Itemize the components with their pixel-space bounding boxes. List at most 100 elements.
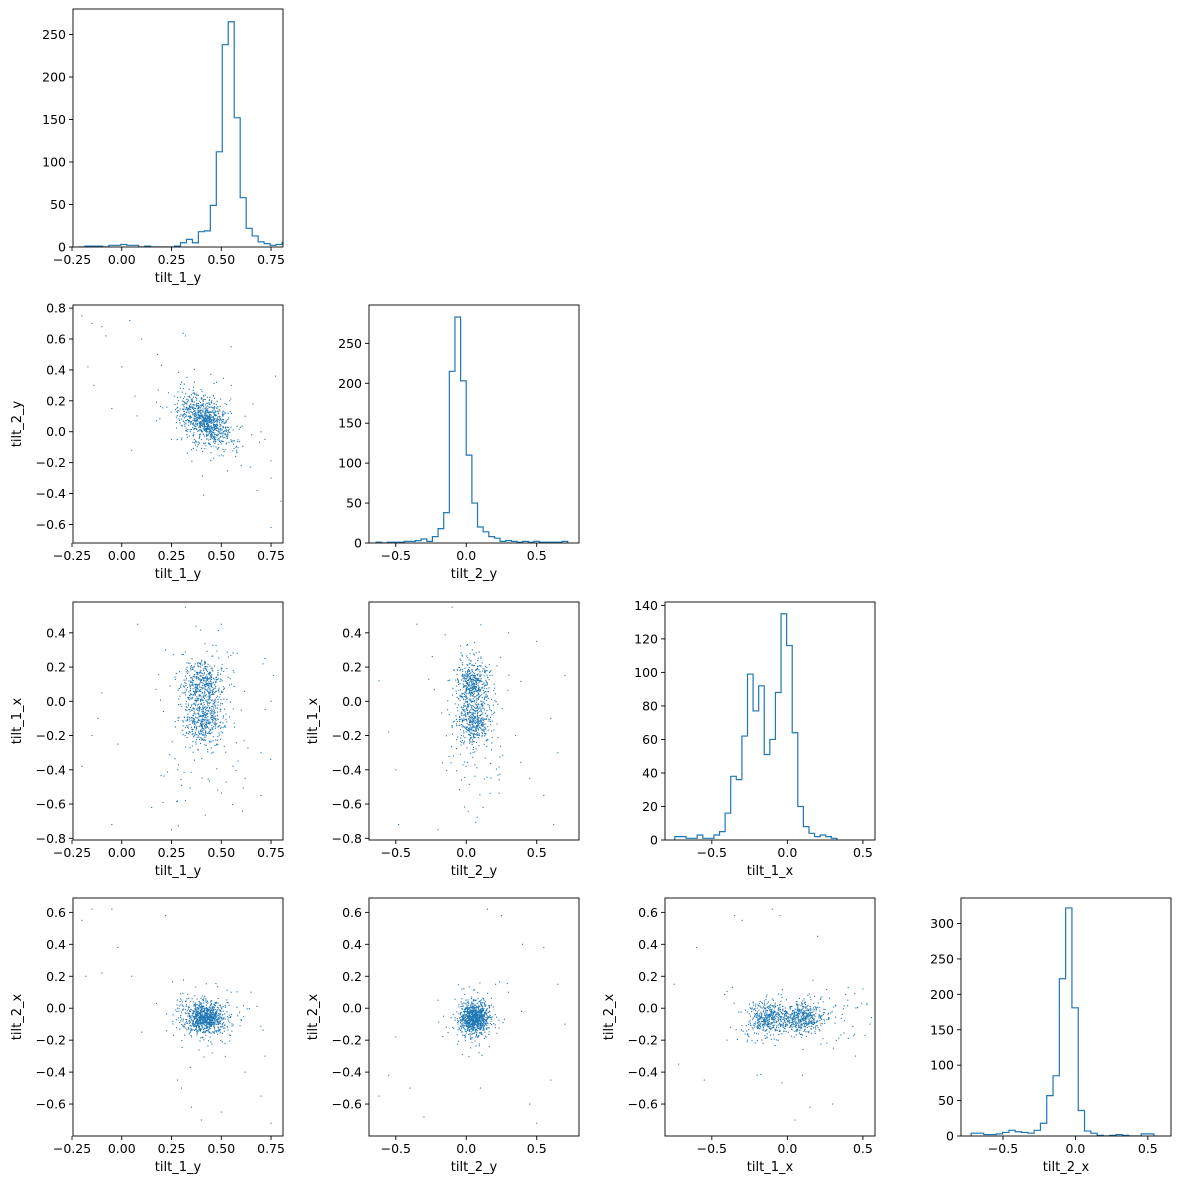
scatter-point	[192, 1015, 194, 1017]
scatter-point	[193, 713, 195, 715]
scatter-point	[196, 998, 198, 1000]
scatter-point	[198, 1020, 201, 1022]
scatter-point	[187, 718, 189, 720]
scatter-point	[183, 401, 185, 403]
scatter-point	[195, 396, 197, 398]
scatter-point	[211, 727, 214, 729]
scatter-point	[205, 983, 207, 985]
scatter-point	[185, 416, 187, 418]
scatter-point	[483, 683, 485, 685]
scatter-point	[195, 698, 197, 700]
scatter-point	[477, 1018, 479, 1020]
y-tick-label: −0.4	[36, 1065, 66, 1080]
scatter-point	[194, 1025, 196, 1027]
scatter-point	[111, 824, 113, 826]
scatter-point	[181, 439, 183, 441]
scatter-point	[210, 435, 212, 437]
scatter-point	[210, 406, 212, 408]
scatter-point	[196, 408, 198, 410]
scatter-point	[215, 425, 217, 427]
scatter-point	[219, 1014, 221, 1016]
scatter-point	[469, 1009, 471, 1011]
scatter-point	[482, 1015, 484, 1017]
scatter-point	[479, 688, 481, 690]
scatter-point	[468, 1029, 470, 1031]
scatter-point	[482, 707, 484, 709]
scatter-point	[206, 678, 208, 680]
scatter-point	[202, 674, 204, 676]
scatter-point	[187, 1022, 189, 1024]
scatter-point	[464, 1035, 466, 1038]
scatter-point	[222, 691, 224, 693]
scatter-point	[476, 704, 478, 706]
scatter-point	[479, 1014, 481, 1016]
scatter-point	[210, 431, 212, 433]
scatter-point	[185, 708, 187, 711]
scatter-point	[183, 406, 185, 408]
scatter-point	[211, 655, 213, 657]
scatter-point	[467, 657, 469, 659]
scatter-point	[87, 366, 89, 368]
scatter-point	[206, 434, 208, 436]
scatter-point	[227, 433, 229, 435]
scatter-point	[459, 1028, 461, 1030]
scatter-point	[472, 989, 475, 991]
scatter-point	[219, 441, 221, 443]
scatter-point	[183, 410, 185, 412]
scatter-point	[221, 1016, 223, 1018]
scatter-point	[460, 737, 462, 739]
scatter-point	[455, 718, 457, 720]
scatter-point	[469, 1030, 471, 1033]
scatter-point	[211, 1009, 213, 1011]
scatter-point	[196, 677, 198, 679]
scatter-point	[492, 1006, 494, 1008]
scatter-point	[483, 1013, 485, 1015]
scatter-point	[202, 668, 204, 670]
scatter-point	[201, 1024, 203, 1026]
scatter-point	[464, 1020, 466, 1022]
scatter-point	[471, 701, 473, 703]
scatter-point	[200, 1010, 202, 1012]
scatter-point	[205, 416, 207, 418]
scatter-point	[214, 681, 217, 683]
scatter-point	[222, 426, 224, 428]
scatter-point	[196, 1006, 198, 1009]
scatter-point	[210, 1009, 212, 1011]
scatter-point	[182, 1025, 184, 1027]
scatter-point	[183, 396, 186, 398]
scatter-point	[463, 1010, 465, 1013]
scatter-point	[508, 674, 510, 676]
scatter-point	[208, 414, 210, 416]
scatter-point	[208, 698, 210, 700]
scatter-point	[212, 693, 214, 695]
scatter-point	[199, 1019, 201, 1021]
scatter-point	[470, 736, 472, 738]
scatter-point	[214, 438, 216, 441]
scatter-point	[224, 403, 226, 405]
scatter-point	[470, 676, 472, 679]
scatter-point	[187, 1012, 189, 1014]
scatter-point	[454, 703, 456, 705]
scatter-point	[202, 1000, 205, 1002]
scatter-point	[174, 678, 176, 681]
scatter-point	[486, 691, 488, 693]
scatter-point	[223, 1018, 225, 1020]
scatter-point	[204, 735, 206, 737]
scatter-point	[459, 724, 461, 726]
scatter-point	[230, 426, 232, 428]
scatter-point	[208, 427, 210, 430]
scatter-point	[473, 674, 476, 677]
axes-frame	[72, 8, 284, 248]
scatter-point	[198, 406, 200, 408]
scatter-point	[459, 1014, 462, 1016]
scatter-point	[457, 680, 459, 682]
scatter-point	[202, 723, 204, 725]
scatter-point	[486, 666, 488, 668]
scatter-point	[482, 997, 484, 999]
scatter-point	[187, 696, 189, 698]
scatter-point	[192, 422, 195, 424]
scatter-point	[205, 706, 207, 708]
scatter-point	[471, 1038, 473, 1040]
scatter-point	[217, 672, 219, 674]
scatter-point	[204, 724, 206, 726]
